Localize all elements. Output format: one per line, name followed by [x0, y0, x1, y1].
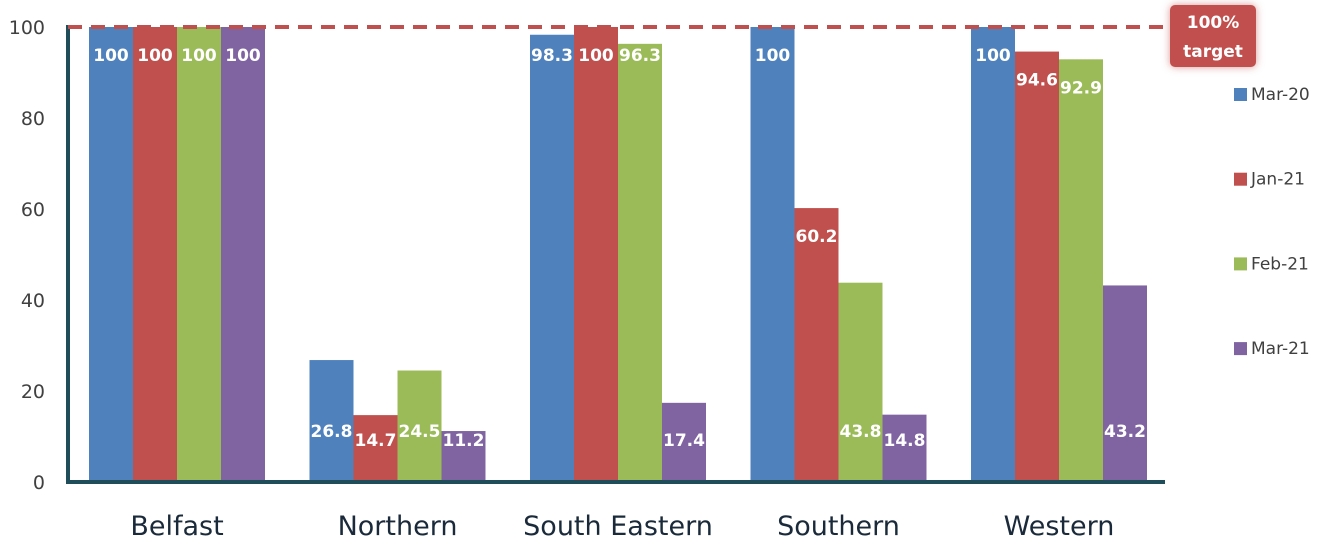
legend-label: Feb-21 — [1251, 254, 1309, 274]
legend-swatch — [1234, 173, 1247, 186]
data-label: 24.5 — [399, 422, 441, 442]
x-category-label: Belfast — [130, 511, 223, 542]
legend: Mar-20 Jan-21 Feb-21 Mar-21 — [1234, 85, 1310, 359]
data-label: 94.6 — [1016, 71, 1058, 91]
data-label: 26.8 — [311, 422, 353, 442]
bar-mar-20-western — [971, 27, 1015, 482]
x-axis-categories: Belfast Northern South Eastern Southern West… — [130, 511, 1114, 542]
bar-feb-21-south-eastern — [618, 44, 662, 482]
data-label: 17.4 — [663, 431, 705, 451]
y-tick-label: 0 — [33, 472, 45, 494]
legend-label: Jan-21 — [1250, 170, 1305, 190]
y-tick-label: 80 — [21, 108, 45, 130]
x-category-label: South Eastern — [523, 511, 713, 542]
data-label: 100 — [755, 46, 791, 66]
x-category-label: Northern — [338, 511, 458, 542]
data-label: 100 — [181, 46, 217, 66]
bar-mar-21-western — [1103, 285, 1147, 482]
data-label: 100 — [137, 46, 173, 66]
bar-jan-21-southern — [795, 208, 839, 482]
legend-label: Mar-21 — [1251, 339, 1310, 359]
y-tick-label: 100 — [9, 17, 45, 39]
bar-mar-21-belfast — [221, 27, 265, 482]
data-label: 92.9 — [1060, 78, 1102, 98]
data-label: 14.7 — [355, 431, 397, 451]
bar-feb-21-western — [1059, 59, 1103, 482]
x-category-label: Southern — [777, 511, 900, 542]
target-label-line2: target — [1183, 42, 1243, 62]
data-label: 96.3 — [619, 46, 661, 66]
legend-swatch — [1234, 88, 1247, 101]
data-label: 11.2 — [443, 431, 485, 451]
bar-jan-21-western — [1015, 52, 1059, 482]
y-axis-ticks: 0 20 40 60 80 100 — [9, 17, 45, 494]
data-label: 43.8 — [840, 422, 882, 442]
data-label: 100 — [225, 46, 261, 66]
data-label: 100 — [578, 46, 614, 66]
data-label: 43.2 — [1104, 422, 1146, 442]
bar-jan-21-belfast — [133, 27, 177, 482]
bar-feb-21-belfast — [177, 27, 221, 482]
bars-group — [89, 27, 1147, 482]
legend-swatch — [1234, 257, 1247, 270]
bar-mar-20-south-eastern — [530, 35, 574, 482]
legend-label: Mar-20 — [1251, 85, 1310, 105]
x-category-label: Western — [1004, 511, 1115, 542]
bar-mar-20-belfast — [89, 27, 133, 482]
bar-feb-21-southern — [839, 283, 883, 482]
data-label: 14.8 — [884, 431, 926, 451]
bar-jan-21-south-eastern — [574, 27, 618, 482]
y-tick-label: 20 — [21, 381, 45, 403]
bar-mar-20-southern — [751, 27, 795, 482]
data-label: 98.3 — [531, 46, 573, 66]
legend-swatch — [1234, 342, 1247, 355]
data-label: 100 — [93, 46, 129, 66]
data-label: 60.2 — [796, 227, 838, 247]
data-label: 100 — [975, 46, 1011, 66]
y-tick-label: 40 — [21, 290, 45, 312]
y-tick-label: 60 — [21, 199, 45, 221]
target-label-line1: 100% — [1187, 13, 1240, 33]
